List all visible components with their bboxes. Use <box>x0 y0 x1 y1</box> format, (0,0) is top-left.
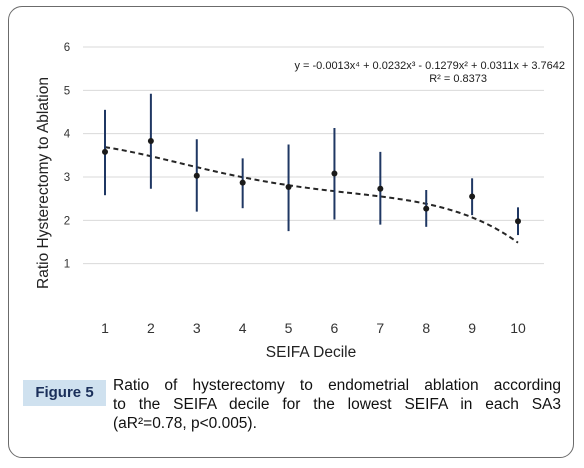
data-point <box>515 218 521 225</box>
caption-line: (aR²=0.78, p<0.005). <box>113 415 257 432</box>
figure-label: Figure 5 <box>23 380 106 406</box>
y-tick-label: 5 <box>64 85 70 97</box>
x-tick-label: 3 <box>193 320 201 336</box>
figure-caption: Ratio of hysterectomy to endometrial abl… <box>113 376 561 433</box>
x-tick-label: 1 <box>101 320 109 336</box>
data-point <box>331 170 338 177</box>
x-tick-label: 9 <box>468 320 476 336</box>
grid-lines <box>83 46 544 265</box>
data-point <box>469 193 476 200</box>
y-tick-label: 4 <box>64 129 71 141</box>
y-tick-label: 2 <box>64 215 70 227</box>
data-point <box>193 172 200 179</box>
caption-line: Ratio of hysterectomy to endometrial abl… <box>113 377 561 394</box>
trend-equation: y = -0.0013x⁴ + 0.0232x³ - 0.1279x² + 0.… <box>294 60 565 72</box>
data-point <box>147 138 154 145</box>
data-point <box>423 205 430 212</box>
y-axis-title: Ratio Hysterectomy to Ablation <box>35 77 52 289</box>
data-point <box>102 148 108 155</box>
error-bars <box>104 93 519 236</box>
x-tick-label: 2 <box>147 320 155 336</box>
x-tick-label: 10 <box>510 320 526 336</box>
r-squared-label: R² = 0.8373 <box>429 73 487 85</box>
y-tick-label: 1 <box>64 259 70 271</box>
data-point <box>377 185 384 192</box>
data-point <box>239 179 246 186</box>
data-point <box>285 183 292 190</box>
y-tick-label: 3 <box>64 172 70 184</box>
x-tick-label: 6 <box>331 320 339 336</box>
x-tick-label: 7 <box>376 320 384 336</box>
x-tick-label: 8 <box>422 320 430 336</box>
trendline <box>104 146 519 244</box>
x-tick-label: 4 <box>239 320 247 336</box>
caption-line: to the SEIFA decile for the lowest SEIFA… <box>113 396 561 413</box>
x-tick-labels: 1 2 3 4 5 6 7 8 9 10 <box>101 320 526 336</box>
x-tick-label: 5 <box>285 320 293 336</box>
chart-plot: 1 2 3 4 5 6 1 2 3 4 5 6 7 8 9 10 Ratio Hysterectomy to… <box>35 42 565 361</box>
y-tick-labels: 1 2 3 4 5 6 <box>64 42 71 271</box>
data-points <box>102 138 521 225</box>
x-axis-title: SEIFA Decile <box>266 344 356 361</box>
y-tick-label: 6 <box>64 42 70 54</box>
